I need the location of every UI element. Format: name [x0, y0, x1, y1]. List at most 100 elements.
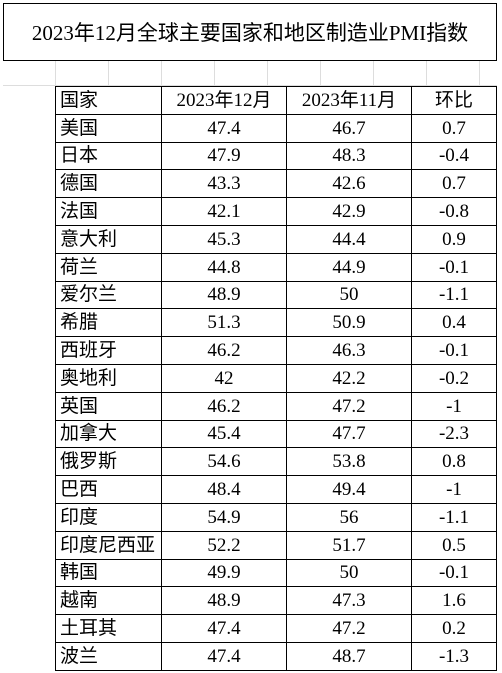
title: 2023年12月全球主要国家和地区制造业PMI指数: [3, 3, 497, 61]
data-row: 土耳其 47.4 47.2 0.2: [55, 614, 497, 643]
data-row: 法国 42.1 42.9 -0.8: [55, 197, 497, 226]
cell: 日本: [55, 141, 162, 171]
cell: -2.3: [411, 419, 497, 449]
cell: 47.4: [161, 113, 287, 143]
cell: 0.2: [411, 614, 497, 643]
cell: 48.9: [161, 280, 287, 310]
cell: -0.1: [411, 252, 497, 282]
cell: 西班牙: [55, 336, 162, 365]
cell: 韩国: [55, 558, 162, 588]
cell: 希腊: [55, 308, 162, 338]
cell: 土耳其: [55, 614, 162, 643]
data-row: 俄罗斯 54.6 53.8 0.8: [55, 447, 497, 477]
cell: 0.5: [411, 530, 497, 560]
cell: 51.3: [161, 308, 287, 338]
cell: 印度: [55, 502, 162, 532]
cell: 49.4: [286, 475, 412, 504]
cell: 47.2: [286, 614, 412, 643]
cell: -1: [411, 391, 497, 421]
data-row: 印度 54.9 56 -1.1: [55, 502, 497, 532]
cell: 0.8: [411, 447, 497, 477]
cell: -0.2: [411, 363, 497, 393]
cell: 0.7: [411, 113, 497, 143]
data-row: 德国 43.3 42.6 0.7: [55, 169, 497, 199]
data-row: 印度尼西亚 52.2 51.7 0.5: [55, 530, 497, 560]
cell: 48.3: [286, 141, 412, 171]
cell: 美国: [55, 113, 162, 143]
cell: 42.6: [286, 169, 412, 199]
cell: 44.8: [161, 252, 287, 282]
cell: 46.3: [286, 336, 412, 365]
cell: 54.6: [161, 447, 287, 477]
cell: 环比: [411, 86, 497, 115]
cell: 47.7: [286, 419, 412, 449]
cell: -0.1: [411, 558, 497, 588]
cell: 2023年12月: [161, 86, 287, 115]
data-row: 英国 46.2 47.2 -1: [55, 391, 497, 421]
cell: 意大利: [55, 224, 162, 254]
cell: 0.9: [411, 224, 497, 254]
cell: 加拿大: [55, 419, 162, 449]
data-row: 爱尔兰 48.9 50 -1.1: [55, 280, 497, 310]
data-row: 越南 48.9 47.3 1.6: [55, 586, 497, 616]
cell: 0.4: [411, 308, 497, 338]
cell: -0.8: [411, 197, 497, 226]
cell: -0.4: [411, 141, 497, 171]
pmi-table: 国家 2023年12月 2023年11月 环比 美国 47.4 46.7 0.7 日本 47.9 4…: [55, 86, 497, 671]
cell: 1.6: [411, 586, 497, 616]
cell: 47.4: [161, 614, 287, 643]
data-row: 意大利 45.3 44.4 0.9: [55, 224, 497, 254]
cell: 44.4: [286, 224, 412, 254]
data-row: 日本 47.9 48.3 -0.4: [55, 141, 497, 171]
cell: 51.7: [286, 530, 412, 560]
cell: 56: [286, 502, 412, 532]
cell: -1: [411, 475, 497, 504]
cell: 44.9: [286, 252, 412, 282]
cell: 英国: [55, 391, 162, 421]
cell: 46.7: [286, 113, 412, 143]
cell: 42.9: [286, 197, 412, 226]
cell: 国家: [55, 86, 162, 115]
cell: 巴西: [55, 475, 162, 504]
cell: 48.7: [286, 641, 412, 671]
cell: 50.9: [286, 308, 412, 338]
data-row: 加拿大 45.4 47.7 -2.3: [55, 419, 497, 449]
cell: -1.3: [411, 641, 497, 671]
cell: 德国: [55, 169, 162, 199]
cell: 0.7: [411, 169, 497, 199]
data-row: 希腊 51.3 50.9 0.4: [55, 308, 497, 338]
cell: 荷兰: [55, 252, 162, 282]
cell: 42: [161, 363, 287, 393]
cell: 47.9: [161, 141, 287, 171]
cell: 奥地利: [55, 363, 162, 393]
cell: 46.2: [161, 391, 287, 421]
cell: 印度尼西亚: [55, 530, 162, 560]
data-row: 巴西 48.4 49.4 -1: [55, 475, 497, 504]
header-row: 国家 2023年12月 2023年11月 环比: [55, 86, 497, 115]
cell: 爱尔兰: [55, 280, 162, 310]
cell: 42.1: [161, 197, 287, 226]
cell: 越南: [55, 586, 162, 616]
cell: 47.2: [286, 391, 412, 421]
cell: 53.8: [286, 447, 412, 477]
data-row: 韩国 49.9 50 -0.1: [55, 558, 497, 588]
cell: 45.3: [161, 224, 287, 254]
cell: 54.9: [161, 502, 287, 532]
data-row: 西班牙 46.2 46.3 -0.1: [55, 336, 497, 365]
data-row: 奥地利 42 42.2 -0.2: [55, 363, 497, 393]
cell: 波兰: [55, 641, 162, 671]
cell: 45.4: [161, 419, 287, 449]
cell: 43.3: [161, 169, 287, 199]
cell: 俄罗斯: [55, 447, 162, 477]
cell: 50: [286, 558, 412, 588]
blank-row: [3, 61, 497, 86]
cell: -1.1: [411, 280, 497, 310]
cell: 49.9: [161, 558, 287, 588]
cell: 48.9: [161, 586, 287, 616]
cell: 法国: [55, 197, 162, 226]
data-row: 波兰 47.4 48.7 -1.3: [55, 641, 497, 671]
cell: -0.1: [411, 336, 497, 365]
cell: 48.4: [161, 475, 287, 504]
cell: 46.2: [161, 336, 287, 365]
